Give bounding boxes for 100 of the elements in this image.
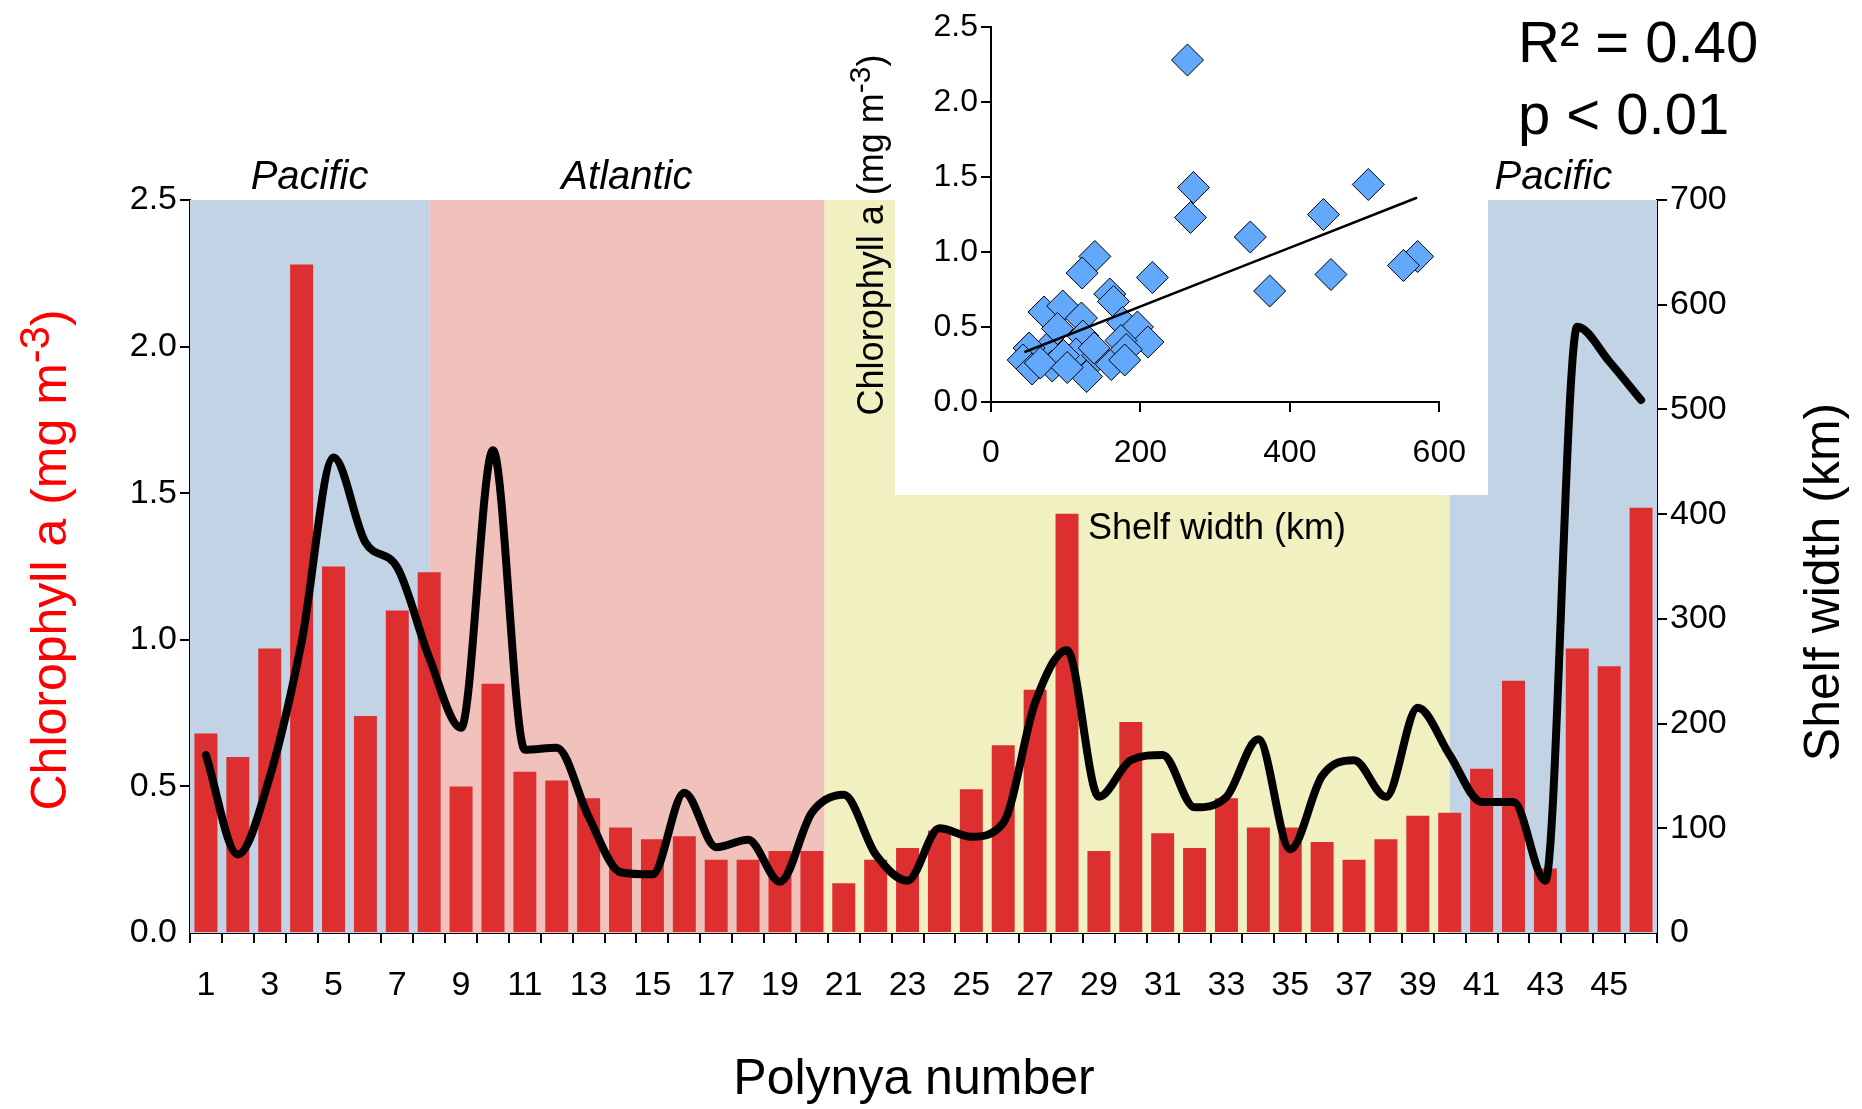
point: [1108, 343, 1142, 377]
bar: [609, 827, 633, 932]
bar: [1246, 827, 1270, 932]
bar: [513, 771, 537, 932]
x-tick-label: 19: [761, 963, 799, 1002]
y2-tick-label: 700: [1670, 178, 1727, 217]
y2-axis-title: Shelf width (km): [1794, 402, 1850, 762]
bar: [1438, 812, 1462, 932]
x-tick-label: 1: [196, 963, 216, 1002]
point: [1176, 171, 1210, 204]
x-tick-label: 3: [260, 963, 280, 1002]
x-tick-label: 15: [633, 963, 672, 1002]
x-tick-label: 41: [1462, 963, 1501, 1002]
x-axis-title: Polynya number: [733, 1049, 1095, 1105]
point: [1023, 346, 1057, 380]
y-tick-label: 1.0: [933, 231, 978, 268]
bar: [385, 610, 409, 932]
x-tick-label: 45: [1590, 963, 1629, 1002]
x-tick-label: 29: [1079, 963, 1118, 1002]
bar: [800, 850, 824, 932]
bar: [1565, 648, 1589, 932]
bar: [194, 733, 218, 932]
bar: [672, 836, 696, 932]
y-tick-label: 0.0: [129, 911, 177, 950]
x-tick-label: 37: [1335, 963, 1373, 1002]
y-tick-label: 0.5: [129, 764, 177, 803]
bar: [258, 648, 282, 932]
bar: [1214, 798, 1238, 932]
x-tick-label: 400: [1263, 433, 1317, 470]
y-tick-label: 1.0: [129, 618, 177, 657]
point: [1306, 198, 1340, 231]
bar: [1406, 815, 1430, 932]
bar: [417, 572, 441, 932]
y-tick-label: 1.5: [933, 156, 978, 193]
bar: [1087, 850, 1111, 932]
point: [1351, 168, 1385, 201]
x-tick-label: 9: [451, 963, 471, 1002]
bar: [481, 683, 505, 932]
y2-tick-label: 400: [1670, 492, 1727, 531]
x-tick-label: 23: [888, 963, 927, 1002]
x-axis-title: Shelf width (km): [1087, 506, 1347, 547]
x-tick-label: 7: [387, 963, 407, 1002]
point: [1171, 43, 1205, 77]
y-tick-label: 2.0: [129, 324, 177, 363]
bar: [1470, 768, 1494, 932]
x-tick-label: 21: [824, 963, 863, 1002]
point: [1253, 274, 1287, 308]
y2-tick-label: 200: [1670, 701, 1727, 740]
bar: [226, 757, 250, 932]
bar: [832, 883, 856, 932]
bar: [1119, 721, 1143, 932]
bar: [736, 859, 760, 932]
point: [1386, 249, 1420, 282]
point: [1065, 256, 1099, 290]
bar: [1629, 507, 1653, 932]
point: [1077, 331, 1111, 365]
y2-tick-label: 500: [1670, 387, 1727, 426]
x-tick-label: 31: [1143, 963, 1182, 1002]
y-tick-label: 0.5: [933, 306, 978, 343]
bar: [1342, 859, 1366, 932]
bar: [1597, 666, 1621, 932]
x-tick-label: 11: [507, 963, 543, 1002]
x-tick-label: 25: [952, 963, 991, 1002]
point: [1050, 351, 1084, 384]
bar: [1374, 839, 1398, 932]
x-tick-label: 39: [1398, 963, 1437, 1002]
point: [1233, 220, 1267, 254]
y2-tick-label: 600: [1670, 283, 1727, 322]
bar: [1310, 842, 1334, 932]
x-tick-label: 35: [1271, 963, 1310, 1002]
x-tick-label: 200: [1113, 433, 1168, 470]
text: R² = 0.40: [1518, 9, 1759, 74]
x-tick-label: 43: [1526, 963, 1565, 1002]
bar: [545, 780, 569, 932]
bar: [927, 830, 951, 932]
bar: [449, 786, 473, 932]
bar: [864, 859, 888, 932]
x-tick-label: 0: [982, 433, 1000, 470]
x-tick-label: 17: [697, 963, 736, 1002]
text: p < 0.01: [1518, 81, 1730, 146]
point: [1174, 201, 1207, 234]
bar: [1151, 833, 1175, 932]
band-label: Pacific: [1494, 153, 1613, 198]
x-tick-label: 13: [569, 963, 608, 1002]
y-tick-label: 2.0: [933, 81, 978, 118]
x-tick-label: 600: [1412, 433, 1466, 470]
x-tick-label: 5: [324, 963, 343, 1002]
bar: [704, 859, 728, 932]
bar: [322, 566, 345, 932]
point: [1135, 261, 1169, 294]
band-label: Pacific: [250, 153, 369, 198]
y-tick-label: 2.5: [129, 178, 177, 217]
bar: [1502, 680, 1525, 932]
bar: [1055, 513, 1079, 932]
y-tick-label: 1.5: [129, 471, 177, 510]
bar: [1183, 847, 1207, 932]
y-tick-label: 2.5: [933, 6, 978, 43]
bar: [353, 716, 377, 932]
y2-tick-label: 100: [1670, 806, 1727, 845]
y2-tick-label: 0: [1670, 911, 1689, 950]
